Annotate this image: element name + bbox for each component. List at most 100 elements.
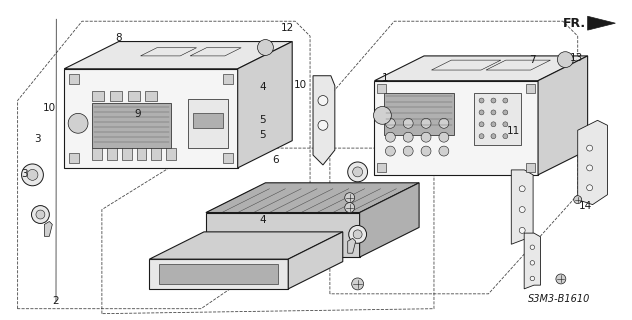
Text: 4: 4 [259,215,266,225]
Text: 1: 1 [382,73,388,83]
Text: 12: 12 [281,23,295,33]
Circle shape [574,196,581,204]
Polygon shape [110,91,122,100]
Polygon shape [313,76,335,165]
Circle shape [439,132,449,142]
Polygon shape [92,103,171,148]
Text: 6: 6 [272,155,279,165]
Polygon shape [432,60,501,70]
Circle shape [348,162,368,182]
Polygon shape [526,84,535,92]
Circle shape [439,146,449,156]
Circle shape [403,132,413,142]
Circle shape [586,165,593,171]
Circle shape [21,164,44,186]
Polygon shape [64,69,238,168]
Circle shape [479,122,484,127]
Text: 3: 3 [34,134,40,144]
Circle shape [318,96,328,106]
Polygon shape [538,56,588,175]
Text: 10: 10 [43,103,56,113]
Polygon shape [69,153,79,163]
Circle shape [386,132,395,142]
Circle shape [557,52,573,68]
Circle shape [530,276,535,281]
Polygon shape [377,163,386,172]
Circle shape [374,107,391,124]
Circle shape [586,185,593,191]
Circle shape [520,207,525,212]
Circle shape [503,98,508,103]
Polygon shape [526,163,535,172]
Polygon shape [206,183,419,212]
Text: 14: 14 [579,201,592,211]
Polygon shape [190,48,241,56]
Circle shape [556,274,566,284]
Polygon shape [223,74,233,84]
Text: FR.: FR. [563,17,586,30]
Polygon shape [92,91,104,100]
Polygon shape [145,91,157,100]
Polygon shape [348,238,356,253]
Text: 10: 10 [294,80,307,91]
Polygon shape [69,74,79,84]
Polygon shape [473,92,521,145]
Polygon shape [152,148,161,160]
Polygon shape [107,148,117,160]
Polygon shape [511,170,533,244]
Polygon shape [122,148,131,160]
Polygon shape [384,92,454,135]
Text: S3M3-B1610: S3M3-B1610 [528,294,590,304]
Circle shape [344,203,355,212]
Text: 5: 5 [259,115,266,125]
Polygon shape [377,84,386,92]
Text: 9: 9 [134,109,141,119]
Circle shape [344,193,355,203]
Text: 8: 8 [115,33,122,43]
Circle shape [479,134,484,139]
Text: 13: 13 [569,53,583,63]
Circle shape [353,230,362,239]
Circle shape [491,122,496,127]
Polygon shape [128,91,140,100]
Circle shape [421,132,431,142]
Text: 2: 2 [52,296,59,306]
Polygon shape [140,48,197,56]
Circle shape [530,245,535,250]
Polygon shape [486,60,550,70]
Polygon shape [137,148,147,160]
Circle shape [491,110,496,115]
Polygon shape [524,233,540,289]
Circle shape [503,134,508,139]
Text: 11: 11 [507,126,520,136]
Polygon shape [288,232,343,289]
Circle shape [439,118,449,128]
Polygon shape [64,42,292,69]
Polygon shape [159,264,278,284]
Circle shape [351,278,363,290]
Polygon shape [193,113,223,128]
Circle shape [403,118,413,128]
Polygon shape [588,16,616,30]
Circle shape [530,260,535,265]
Circle shape [586,145,593,151]
Polygon shape [375,56,588,81]
Circle shape [386,146,395,156]
Circle shape [503,110,508,115]
Circle shape [421,118,431,128]
Polygon shape [223,153,233,163]
Polygon shape [149,232,343,259]
Polygon shape [166,148,176,160]
Circle shape [520,186,525,192]
Polygon shape [238,42,292,168]
Polygon shape [360,183,419,257]
Circle shape [421,146,431,156]
Polygon shape [149,259,288,289]
Circle shape [479,98,484,103]
Circle shape [491,98,496,103]
Text: 7: 7 [529,55,535,65]
Text: 3: 3 [21,169,28,179]
Polygon shape [188,99,228,148]
Circle shape [318,120,328,130]
Polygon shape [92,148,102,160]
